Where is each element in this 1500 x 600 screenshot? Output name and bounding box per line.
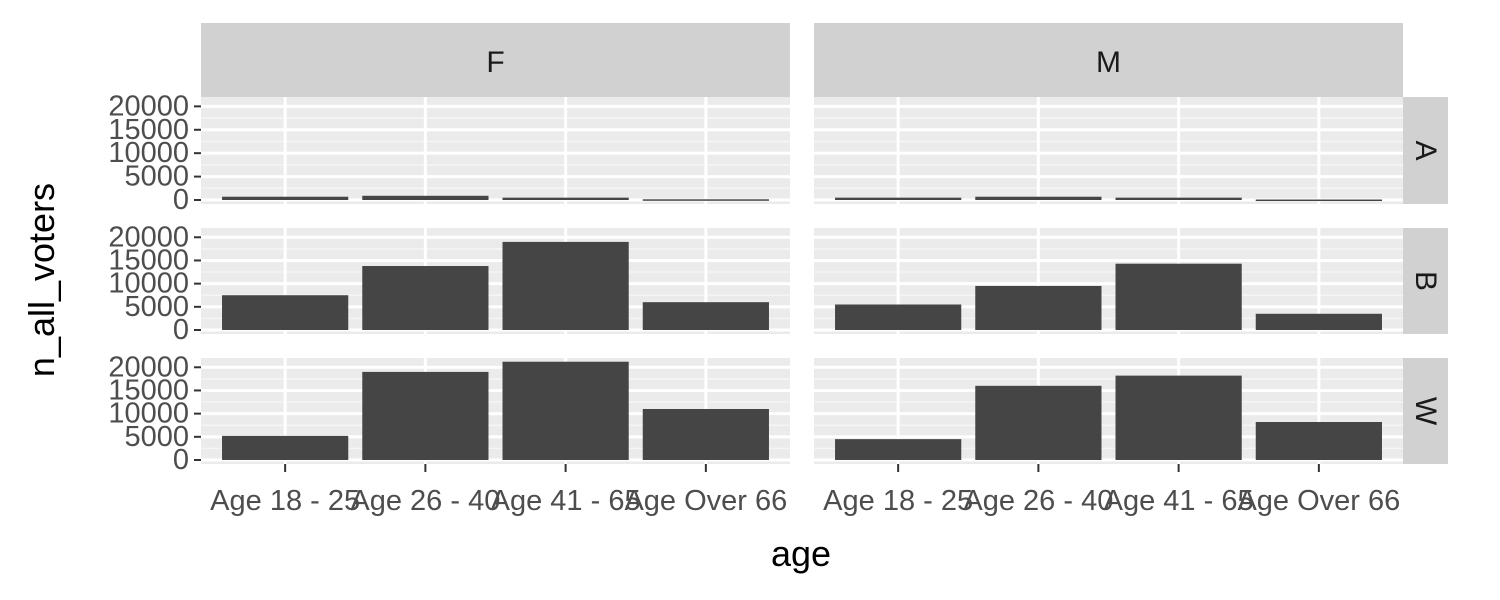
bar (1255, 421, 1382, 460)
y-tick-label: 10000 (108, 398, 189, 430)
bar (1255, 313, 1382, 330)
x-tick-label: Age 41 - 65 (491, 485, 641, 517)
y-tick-label: 10000 (108, 268, 189, 300)
bar (222, 435, 349, 460)
bar (1255, 199, 1382, 202)
panel-layer (201, 97, 1403, 464)
strip-row-label: A (1409, 140, 1442, 160)
y-tick-label: 5000 (124, 291, 189, 323)
x-axis-title: age (771, 533, 831, 574)
x-tick-label: Age Over 66 (1237, 485, 1400, 517)
bar (835, 197, 962, 200)
strip-row-label: B (1409, 271, 1442, 291)
x-tick-label: Age 26 - 40 (350, 485, 500, 517)
panel-M-A (814, 97, 1403, 204)
bar (1115, 263, 1242, 330)
bar (835, 304, 962, 330)
strip-layer: F M A B W (201, 23, 1448, 464)
bar (362, 195, 489, 200)
bar (222, 295, 349, 330)
y-tick-label: 20000 (108, 351, 189, 383)
y-axis-title: n_all_voters (21, 183, 62, 377)
bar (502, 241, 629, 330)
strip-col-label: F (486, 46, 504, 79)
bar (362, 266, 489, 330)
strip-row-W (1403, 358, 1448, 464)
strip-row-B (1403, 228, 1448, 334)
strip-row-A (1403, 97, 1448, 204)
bar (975, 385, 1102, 460)
x-tick-label: Age 18 - 25 (210, 485, 360, 517)
strip-row-label: W (1409, 397, 1442, 426)
panel-F-W (201, 358, 790, 464)
x-tick-label: Age Over 66 (624, 485, 787, 517)
bar (1115, 197, 1242, 200)
strip-col-F (201, 23, 790, 97)
bar (642, 302, 769, 330)
y-tick-label: 0 (173, 314, 189, 346)
bar (642, 199, 769, 201)
bar (1115, 375, 1242, 460)
y-tick-label: 0 (173, 184, 189, 216)
y-tick-label: 15000 (108, 114, 189, 146)
bar (975, 196, 1102, 200)
strip-col-label: M (1096, 46, 1121, 79)
bar (835, 439, 962, 460)
y-tick-label: 15000 (108, 244, 189, 276)
y-tick-label: 5000 (124, 421, 189, 453)
bar (502, 361, 629, 460)
x-tick-label: Age 18 - 25 (823, 485, 973, 517)
y-tick-label: 0 (173, 444, 189, 476)
panel-M-W (814, 358, 1403, 464)
y-tick-label: 15000 (108, 374, 189, 406)
y-tick-label: 20000 (108, 90, 189, 122)
panel-background (201, 97, 790, 204)
x-tick-label: Age 41 - 65 (1104, 485, 1254, 517)
bar (222, 196, 349, 200)
panel-M-B (814, 228, 1403, 334)
panel-background (814, 97, 1403, 204)
panel-F-A (201, 97, 790, 204)
x-tick-label: Age 26 - 40 (963, 485, 1113, 517)
y-tick-label: 10000 (108, 137, 189, 169)
panel-F-B (201, 228, 790, 334)
strip-col-M (814, 23, 1403, 97)
y-tick-label: 20000 (108, 221, 189, 253)
y-tick-label: 5000 (124, 161, 189, 193)
bar (362, 371, 489, 460)
bar (502, 197, 629, 200)
bar (975, 285, 1102, 330)
y-axis-layer: 0500010000150002000005000100001500020000… (108, 90, 201, 476)
bar (642, 409, 769, 460)
